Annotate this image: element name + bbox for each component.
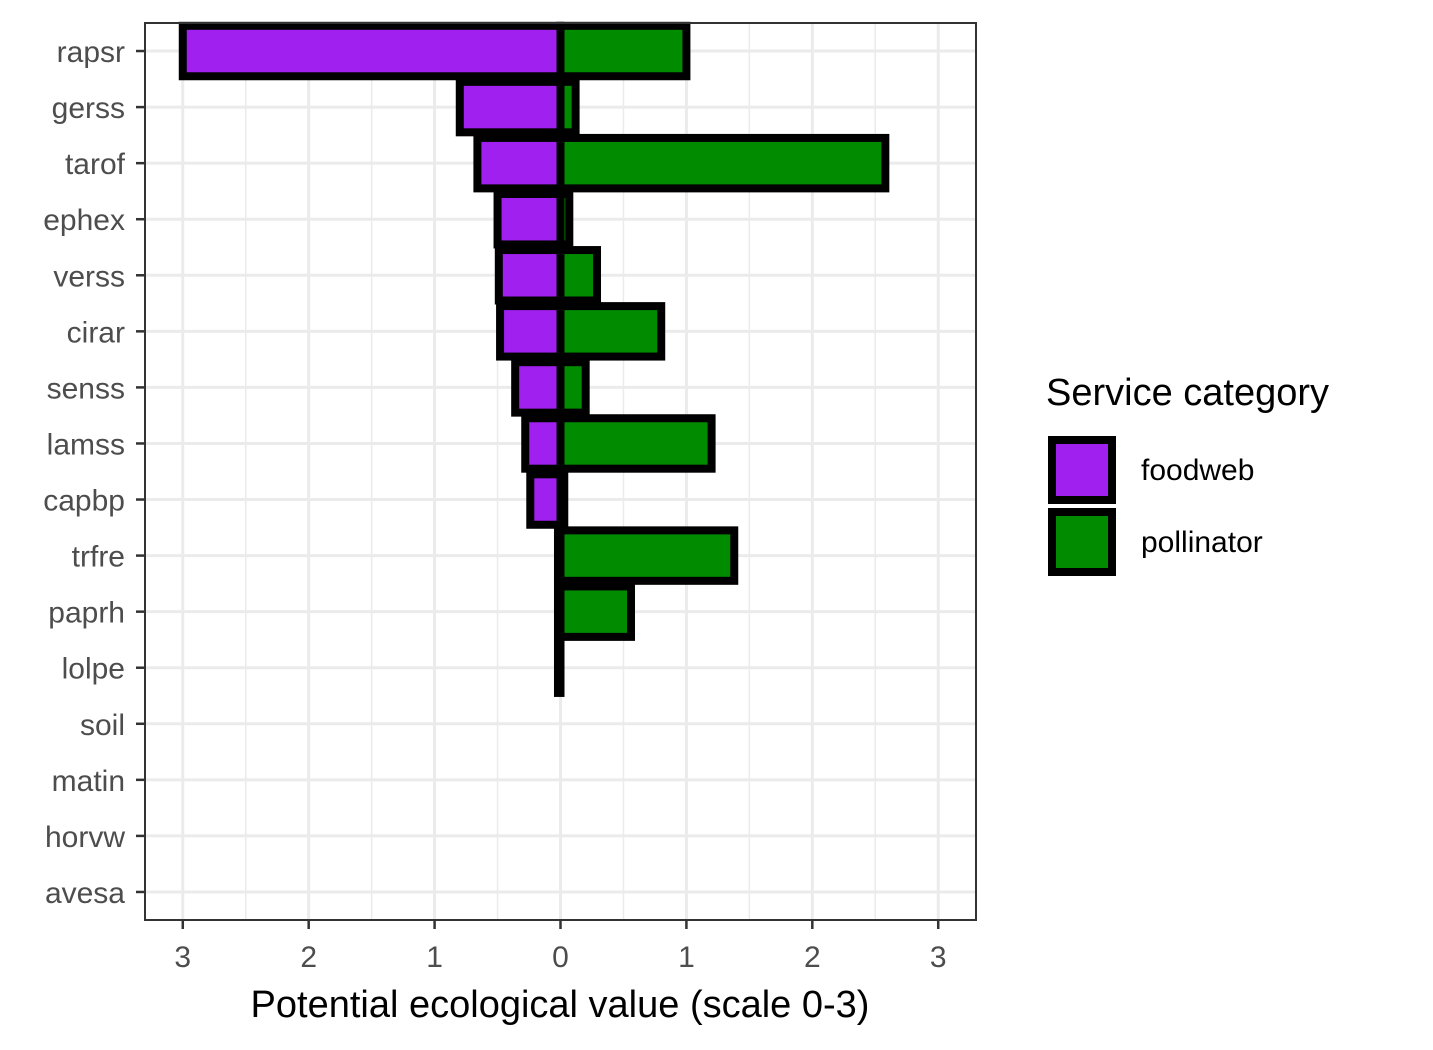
legend-label-foodweb: foodweb bbox=[1141, 454, 1254, 487]
bar-pollinator-verss bbox=[556, 246, 602, 305]
bar-foodweb-tarof bbox=[473, 133, 565, 193]
bar-foodweb-ephex bbox=[493, 189, 565, 249]
legend-key-foodweb bbox=[1048, 436, 1116, 504]
bar-pollinator-trfre bbox=[556, 526, 739, 585]
y-tick-label-tarof: tarof bbox=[65, 148, 126, 181]
x-tick-label: 2 bbox=[300, 941, 317, 974]
y-tick-label-avesa: avesa bbox=[45, 877, 125, 910]
bars bbox=[178, 21, 890, 697]
y-tick-label-soil: soil bbox=[80, 709, 125, 742]
bar-foodweb-verss bbox=[494, 246, 565, 305]
y-tick-label-lamss: lamss bbox=[47, 428, 125, 461]
y-tick-label-ephex: ephex bbox=[43, 204, 125, 237]
y-tick-label-horvw: horvw bbox=[45, 821, 125, 854]
bar-foodweb-senss bbox=[511, 358, 565, 417]
x-axis: 3 2 1 0 1 2 3 bbox=[174, 920, 947, 974]
y-tick-label-rapsr: rapsr bbox=[57, 36, 125, 69]
x-tick-label: 3 bbox=[174, 941, 191, 974]
legend: Service category foodweb pollinator bbox=[1046, 372, 1329, 576]
bar-pollinator-lamss bbox=[556, 414, 716, 473]
x-axis-title: Potential ecological value (scale 0-3) bbox=[251, 984, 870, 1026]
x-tick-label: 3 bbox=[930, 941, 947, 974]
y-tick-label-cirar: cirar bbox=[67, 316, 125, 349]
bar-pollinator-capbp bbox=[556, 470, 569, 529]
x-tick-label: 1 bbox=[678, 941, 695, 974]
y-tick-label-capbp: capbp bbox=[43, 485, 125, 518]
x-tick-label: 0 bbox=[552, 941, 569, 974]
legend-label-pollinator: pollinator bbox=[1141, 526, 1263, 559]
y-tick-label-gerss: gerss bbox=[52, 92, 125, 125]
y-tick-label-trfre: trfre bbox=[72, 541, 125, 574]
y-tick-label-lolpe: lolpe bbox=[62, 653, 125, 686]
legend-key-pollinator bbox=[1048, 508, 1116, 576]
bar-pollinator-senss bbox=[556, 358, 590, 417]
bar-pollinator-rapsr bbox=[556, 21, 691, 81]
legend-title: Service category bbox=[1046, 372, 1329, 414]
x-tick-label: 2 bbox=[804, 941, 821, 974]
bar-foodweb-rapsr bbox=[178, 21, 565, 81]
y-tick-label-matin: matin bbox=[52, 765, 125, 798]
bar-foodweb-gerss bbox=[455, 77, 565, 137]
bar-pollinator-paprh bbox=[556, 582, 636, 641]
bar-pollinator-cirar bbox=[556, 302, 666, 361]
bar-foodweb-lolpe bbox=[553, 638, 565, 697]
y-tick-label-paprh: paprh bbox=[48, 597, 125, 630]
bar-pollinator-gerss bbox=[556, 77, 580, 137]
bar-foodweb-lamss bbox=[521, 414, 565, 473]
bar-foodweb-cirar bbox=[496, 302, 565, 361]
y-axis: rapsr gerss tarof ephex verss cirar senss lamss… bbox=[43, 36, 145, 910]
bar-foodweb-capbp bbox=[526, 470, 565, 529]
bar-pollinator-ephex bbox=[556, 189, 574, 249]
y-tick-label-senss: senss bbox=[47, 372, 125, 405]
bar-pollinator-tarof bbox=[556, 133, 890, 193]
y-tick-label-verss: verss bbox=[53, 260, 125, 293]
x-tick-label: 1 bbox=[426, 941, 443, 974]
